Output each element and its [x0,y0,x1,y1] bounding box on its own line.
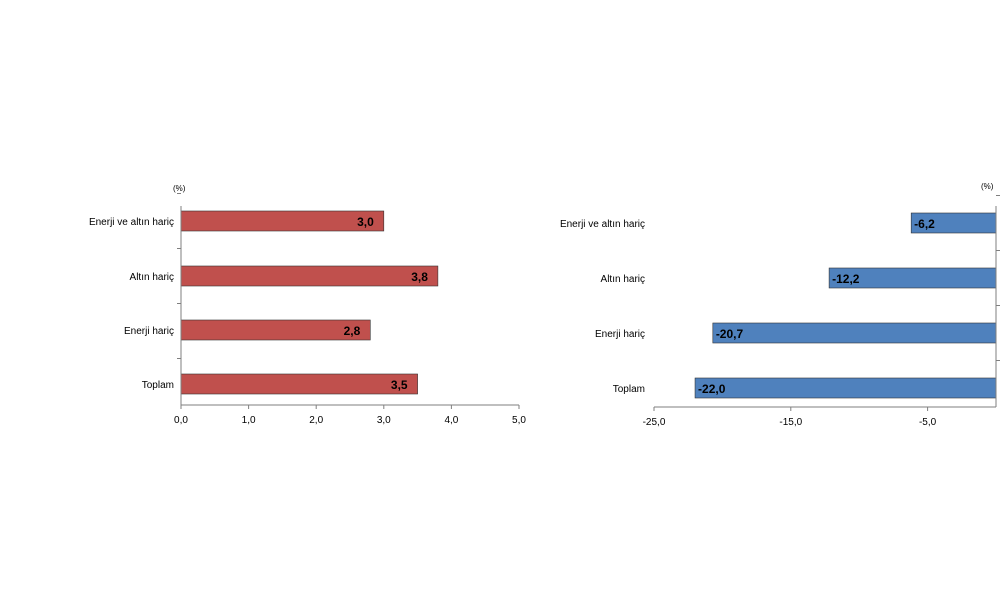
chart1-category-label: Toplam [142,380,174,391]
chart1-tick-label: 5,0 [512,415,526,426]
chart2-bar [712,322,997,344]
chart2-category-label: Enerji ve altın hariç [560,219,645,230]
chart1-category-label: Altın hariç [130,272,174,283]
chart1-category-label: Enerji hariç [124,326,174,337]
chart1-bar [180,373,418,395]
chart2-tick-label: -25,0 [643,417,666,428]
chart2-category-label: Enerji hariç [595,329,645,340]
chart1-tick-label: 1,0 [242,415,256,426]
chart1-bar [180,319,371,341]
chart1-data-label: 2,8 [344,324,361,338]
chart1-bar [180,265,439,287]
chart1-data-label: 3,5 [391,378,408,392]
chart2-category-label: Toplam [613,384,645,395]
chart2-data-label: -12,2 [832,272,860,286]
chart1-tick-label: 2,0 [309,415,323,426]
chart1-bar [180,210,385,232]
chart2-category-label: Altın hariç [601,274,645,285]
chart2-data-label: -22,0 [698,382,726,396]
chart2-data-label: -6,2 [914,217,935,231]
chart2-unit-label: (%) [981,182,994,191]
chart1-tick-label: 0,0 [174,415,188,426]
chart2-bar [694,377,997,399]
chart2-data-label: -20,7 [716,327,744,341]
chart1-tick-label: 3,0 [377,415,391,426]
chart2-tick-label: -15,0 [779,417,802,428]
chart1-unit-label: (%) [173,184,186,193]
chart1-data-label: 3,0 [357,215,374,229]
chart2-tick-label: -5,0 [919,417,937,428]
chart1-tick-label: 4,0 [444,415,458,426]
chart1-data-label: 3,8 [411,270,428,284]
chart1-category-label: Enerji ve altın hariç [89,217,174,228]
